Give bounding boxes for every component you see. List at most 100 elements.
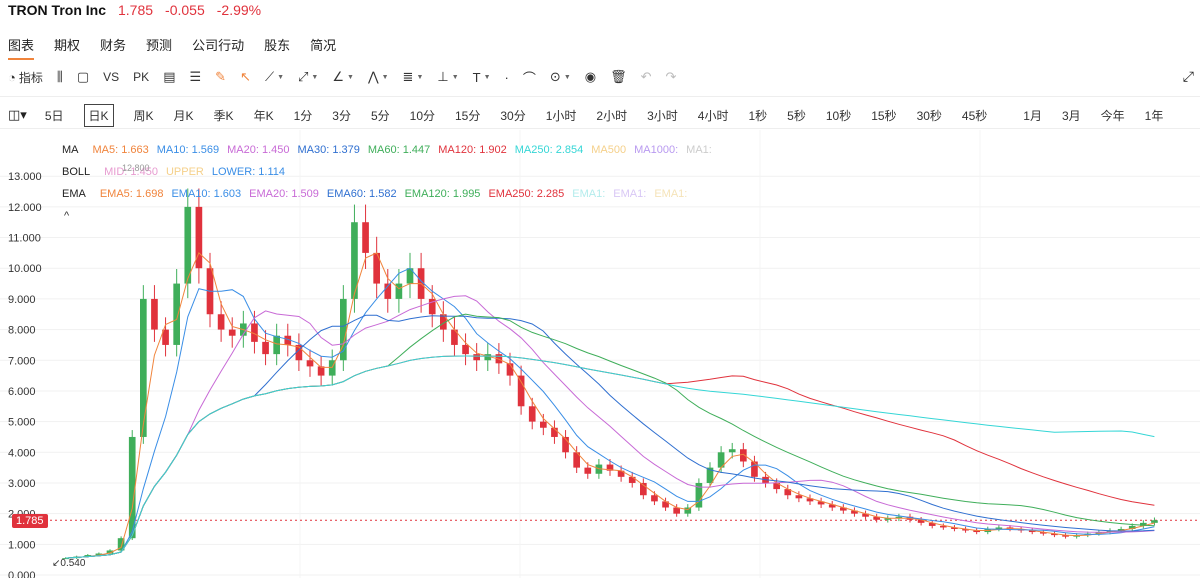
lock-tool[interactable]: ⊙ ▼ (550, 69, 571, 85)
layout-button[interactable]: ◫▾ (8, 107, 27, 123)
pattern-tool[interactable]: ⋀ ▼ (368, 69, 389, 85)
candle-type-button[interactable]: ⫼ (57, 69, 63, 85)
ma-legend-item[interactable]: MA250: 2.854 (514, 144, 584, 156)
period-1min[interactable]: 1分 (293, 108, 313, 123)
text-icon: T (472, 69, 481, 85)
period-15s[interactable]: 15秒 (871, 108, 897, 123)
period-3h[interactable]: 3小时 (647, 108, 678, 123)
dot-tool[interactable]: · (505, 70, 509, 85)
indicator-button[interactable]: ◔ 指标 (8, 69, 43, 86)
chart-type-button[interactable]: ▤ (163, 69, 175, 85)
ma-legend-item[interactable]: MA10: 1.569 (156, 144, 220, 156)
candle-body (473, 354, 480, 361)
fib-tool[interactable]: ≣ ▼ (403, 69, 424, 85)
ema-legend-item[interactable]: EMA250: 2.285 (488, 188, 565, 200)
period-monthly[interactable]: 月K (173, 108, 194, 123)
period-weekly[interactable]: 周K (133, 108, 154, 123)
ema-legend-item[interactable]: EMA1: (613, 188, 647, 200)
chart-area[interactable]: 13.000 12.000 11.000 10.000 9.000 8.000 7.000 6… (0, 130, 1200, 578)
candle-body (1106, 530, 1114, 533)
ma20-line (65, 295, 1155, 559)
period-15min[interactable]: 15分 (455, 108, 481, 123)
tab-corporate-actions[interactable]: 公司行动 (192, 38, 245, 53)
cursor-tool[interactable]: ↖ (240, 69, 251, 85)
boll-legend-item[interactable]: MID: 1.450 (104, 166, 158, 178)
period-45s[interactable]: 45秒 (961, 108, 988, 123)
candle-body (917, 519, 925, 523)
cursor-icon: ↖ (240, 69, 251, 84)
ray-tool[interactable]: ⤢ ▼ (298, 69, 318, 85)
angle-tool[interactable]: ∠ ▼ (332, 69, 354, 85)
ma-legend-item[interactable]: MA1: (686, 144, 712, 156)
period-daily[interactable]: 日K (83, 103, 114, 127)
ema-legend-item[interactable]: EMA120: 1.995 (404, 188, 481, 200)
low-price-value: 0.540 (60, 558, 86, 569)
period-3min[interactable]: 3分 (332, 108, 351, 123)
tab-options[interactable]: 期权 (54, 38, 81, 53)
legend-collapse-button[interactable]: ^ (64, 210, 69, 222)
rectangle-button[interactable]: ▢ (77, 69, 89, 85)
chevron-down-icon: ▼ (311, 73, 319, 81)
undo-button[interactable]: ↶ (641, 69, 652, 85)
ma-legend-item[interactable]: MA1000: (634, 144, 679, 156)
period-10s[interactable]: 10秒 (825, 108, 852, 123)
visibility-toggle[interactable]: ◉ (585, 69, 596, 85)
ma-legend-item[interactable]: MA500 (591, 144, 627, 156)
compare-button[interactable]: VS (103, 70, 120, 84)
period-5s[interactable]: 5秒 (787, 108, 806, 123)
period-10min[interactable]: 10分 (409, 108, 435, 123)
price-change-percent: -2.99% (216, 2, 262, 18)
candle-body (384, 283, 392, 299)
magnet-icon: ⌒ (522, 70, 536, 86)
range-1y[interactable]: 1年 (1144, 108, 1164, 123)
candle-body (506, 363, 514, 376)
period-1s[interactable]: 1秒 (748, 108, 768, 123)
ma-legend-item[interactable]: MA20: 1.450 (227, 144, 290, 156)
period-30s[interactable]: 30秒 (916, 108, 942, 123)
text-tool[interactable]: T ▼ (473, 70, 491, 85)
tab-profile[interactable]: 简况 (310, 38, 337, 53)
ema-legend-item[interactable]: EMA1: (654, 188, 688, 200)
period-5d[interactable]: 5日 (44, 108, 64, 123)
range-ytd[interactable]: 今年 (1100, 108, 1125, 123)
range-3m[interactable]: 3月 (1061, 108, 1081, 123)
ma-legend-item[interactable]: MA120: 1.902 (438, 144, 507, 156)
period-yearly[interactable]: 年K (253, 108, 274, 123)
period-quarterly[interactable]: 季K (213, 108, 234, 123)
pk-button[interactable]: PK (133, 70, 150, 84)
tab-financials[interactable]: 财务 (100, 38, 127, 53)
measure-tool[interactable]: ⊥ ▼ (437, 69, 458, 85)
period-4h[interactable]: 4小时 (697, 108, 729, 123)
period-1h[interactable]: 1小时 (545, 108, 577, 123)
candle-body (1051, 533, 1058, 536)
text-align-button[interactable]: ☰ (189, 69, 201, 85)
boll-legend-item[interactable]: UPPER (165, 166, 204, 178)
price-chart[interactable]: 13.000 12.000 11.000 10.000 9.000 8.000 7.000 6… (0, 130, 1200, 578)
ma-legend-item[interactable]: MA5: 1.663 (92, 144, 149, 156)
tab-shareholders[interactable]: 股东 (264, 38, 291, 53)
boll-legend-item[interactable]: LOWER: 1.114 (211, 166, 286, 178)
magnet-tool[interactable]: ⌒ (523, 68, 536, 87)
redo-button[interactable]: ↷ (666, 69, 677, 85)
ma-legend-item[interactable]: MA30: 1.379 (297, 144, 360, 156)
period-2h[interactable]: 2小时 (596, 108, 628, 123)
trash-icon: 🗑 (610, 69, 627, 84)
tab-chart[interactable]: 图表 (8, 35, 35, 60)
range-1m[interactable]: 1月 (1023, 108, 1042, 123)
period-5min[interactable]: 5分 (370, 108, 390, 123)
trendline-tool[interactable]: ⟋ ▼ (265, 69, 284, 85)
period-30min[interactable]: 30分 (500, 108, 526, 123)
y-tick-label: 12.000 (8, 202, 42, 214)
candle-body (395, 283, 403, 299)
candle-body (1040, 532, 1047, 534)
delete-button[interactable]: 🗑 (610, 69, 627, 85)
ema-legend-item[interactable]: EMA60: 1.582 (326, 188, 397, 200)
ema-legend-item[interactable]: EMA5: 1.698 (99, 188, 164, 200)
ema-legend-item[interactable]: EMA10: 1.603 (171, 188, 242, 200)
ema-legend-item[interactable]: EMA20: 1.509 (249, 188, 319, 200)
brush-button[interactable]: ✎ (215, 69, 226, 85)
ema-legend-item[interactable]: EMA1: (572, 188, 606, 200)
fullscreen-button[interactable]: ⤢ (1183, 68, 1194, 85)
tab-forecast[interactable]: 预测 (146, 38, 173, 53)
ma-legend-item[interactable]: MA60: 1.447 (367, 144, 431, 156)
